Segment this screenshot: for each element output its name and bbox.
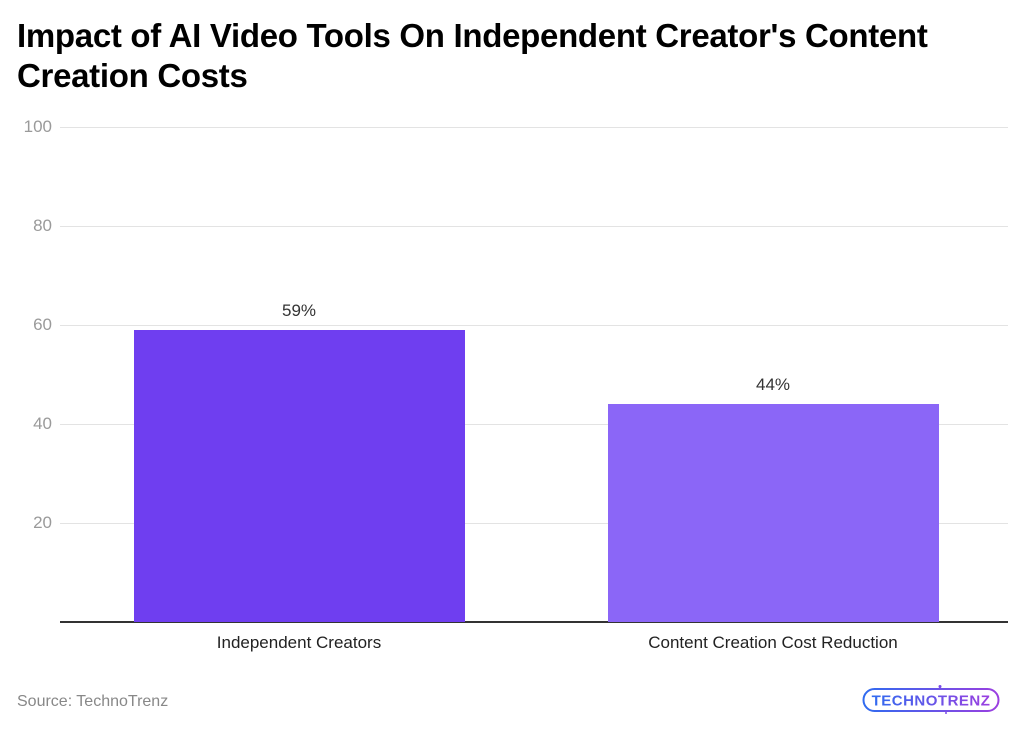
gridline <box>60 523 1008 524</box>
gridline <box>60 226 1008 227</box>
y-axis-tick-label: 40 <box>33 414 52 433</box>
gridline <box>60 424 1008 425</box>
bar-independent-creators <box>134 330 465 622</box>
technotrenz-logo: TECHNOTRENZ <box>862 685 1000 715</box>
logo-icon: TECHNOTRENZ <box>862 685 1000 714</box>
x-axis-category-label: Content Creation Cost Reduction <box>648 633 898 652</box>
svg-text:TECHNOTRENZ: TECHNOTRENZ <box>872 693 991 710</box>
chart-title: Impact of AI Video Tools On Independent … <box>17 17 928 94</box>
y-axis-tick-label: 60 <box>33 315 52 334</box>
y-axis-tick-label: 80 <box>33 216 52 235</box>
bar-value-label: 59% <box>281 301 317 320</box>
gridline <box>60 325 1008 326</box>
x-axis-line <box>60 621 1008 623</box>
bar-content-creation-cost-reduction <box>608 404 939 622</box>
gridline <box>60 127 1008 128</box>
bar-value-label: 44% <box>755 375 791 394</box>
y-axis-tick-label: 20 <box>33 513 52 532</box>
y-axis-tick-label: 100 <box>23 117 52 136</box>
x-axis-category-label: Independent Creators <box>216 633 382 652</box>
source-text: Source: TechnoTrenz <box>17 693 169 710</box>
